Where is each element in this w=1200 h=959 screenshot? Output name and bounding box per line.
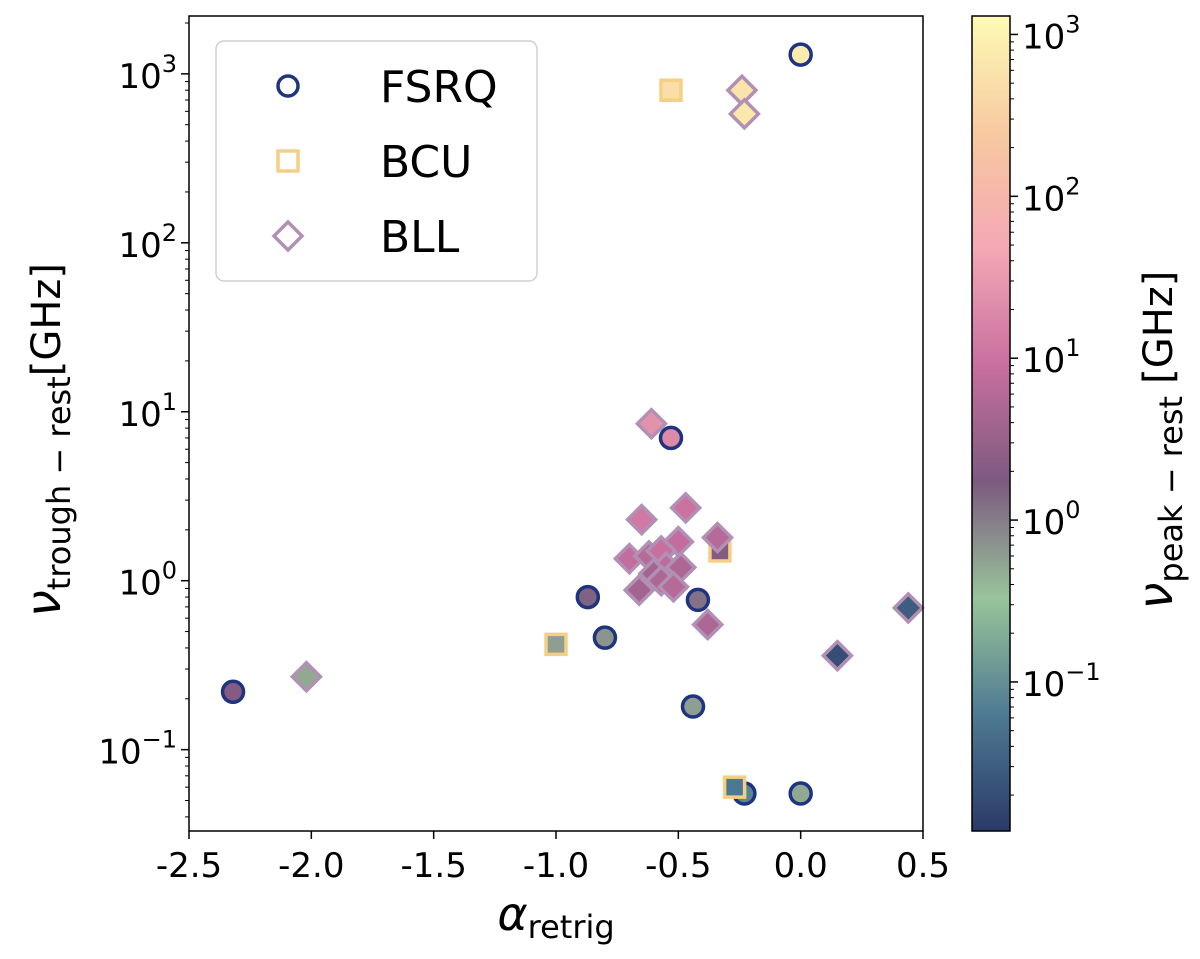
x-tick-label: -1.5 bbox=[400, 846, 466, 886]
legend-label: BLL bbox=[380, 212, 460, 263]
data-point-fsrq bbox=[220, 679, 246, 705]
colorbar-label-unit: [GHz] bbox=[1136, 271, 1182, 384]
x-tick-label: -2.0 bbox=[278, 846, 344, 886]
data-point-bll bbox=[622, 573, 656, 607]
colorbar-gradient-bar bbox=[971, 15, 1011, 832]
data-point-fsrq bbox=[788, 781, 813, 806]
data-point-bcu bbox=[544, 632, 568, 657]
axes: -2.5 -2.0 -1.5 -1.0 -0.5 0.0 0.5 10−1 100 101 102 1… bbox=[98, 15, 950, 886]
data-point-fsrq bbox=[575, 584, 601, 610]
y-tick-label: 102 bbox=[118, 219, 177, 266]
data-point-bll bbox=[625, 503, 659, 537]
data-points bbox=[220, 42, 925, 806]
data-point-bll bbox=[701, 521, 734, 555]
legend-entry-bll: BLL bbox=[271, 212, 460, 263]
legend-label: BCU bbox=[380, 137, 472, 188]
colorbar-tick-label: 10−1 bbox=[1022, 658, 1101, 705]
data-point-bll bbox=[656, 570, 690, 604]
legend-marker-square bbox=[276, 149, 300, 173]
x-tick-label: -0.5 bbox=[645, 846, 711, 886]
colorbar-tick-label: 101 bbox=[1022, 334, 1081, 381]
data-point-bll bbox=[634, 407, 668, 441]
legend-entry-bcu: BCU bbox=[276, 137, 472, 188]
x-axis-label-main: α bbox=[497, 887, 527, 941]
data-point-bcu bbox=[722, 775, 747, 799]
x-tick-label: -2.5 bbox=[156, 846, 222, 886]
legend-marker-diamond bbox=[271, 219, 305, 253]
x-axis-label: αretrig bbox=[497, 887, 614, 946]
y-tick-label: 101 bbox=[118, 388, 177, 435]
colorbar-label: νpeak − rest [GHz] bbox=[1128, 271, 1190, 610]
data-point-bll bbox=[820, 639, 854, 673]
legend-label: FSRQ bbox=[380, 62, 498, 113]
colorbar-tick-label: 100 bbox=[1022, 496, 1081, 543]
data-point-fsrq bbox=[592, 625, 618, 650]
series-bll bbox=[289, 73, 925, 694]
data-point-bcu bbox=[659, 78, 683, 102]
y-tick-label: 100 bbox=[118, 557, 177, 604]
y-axis-label-main: ν bbox=[16, 590, 72, 617]
colorbar-label-sub: peak − rest bbox=[1152, 396, 1190, 583]
legend: FSRQ BCU BLL bbox=[215, 40, 538, 282]
x-axis-label-sub: retrig bbox=[528, 908, 615, 946]
colorbar-tick-label: 102 bbox=[1022, 172, 1081, 219]
y-tick-label: 10−1 bbox=[98, 726, 177, 773]
y-axis-label-sub: trough − rest bbox=[40, 376, 78, 590]
y-tick-label: 103 bbox=[118, 50, 177, 97]
colorbar-tick-label: 103 bbox=[1022, 10, 1081, 57]
legend-entry-fsrq: FSRQ bbox=[276, 62, 498, 113]
colorbar: 10−1 100 101 102 103 bbox=[971, 10, 1101, 832]
data-point-bll bbox=[727, 97, 761, 131]
data-point-fsrq bbox=[788, 42, 813, 67]
x-tick-label: 0.0 bbox=[774, 846, 828, 886]
data-point-fsrq bbox=[658, 425, 684, 451]
data-point-bll bbox=[691, 608, 725, 642]
y-axis-label-unit: [GHz] bbox=[24, 263, 70, 376]
colorbar-label-main: ν bbox=[1128, 583, 1184, 610]
data-point-bll bbox=[669, 491, 703, 525]
x-tick-label: -1.0 bbox=[523, 846, 589, 886]
data-point-fsrq bbox=[680, 694, 706, 719]
data-point-bll bbox=[891, 591, 925, 625]
legend-marker-circle bbox=[276, 74, 300, 98]
data-point-bll bbox=[289, 660, 323, 694]
x-tick-label: 0.5 bbox=[896, 846, 950, 886]
y-axis-label: νtrough − rest[GHz] bbox=[16, 263, 78, 617]
data-point-fsrq bbox=[685, 587, 711, 613]
legend-frame bbox=[215, 40, 538, 282]
